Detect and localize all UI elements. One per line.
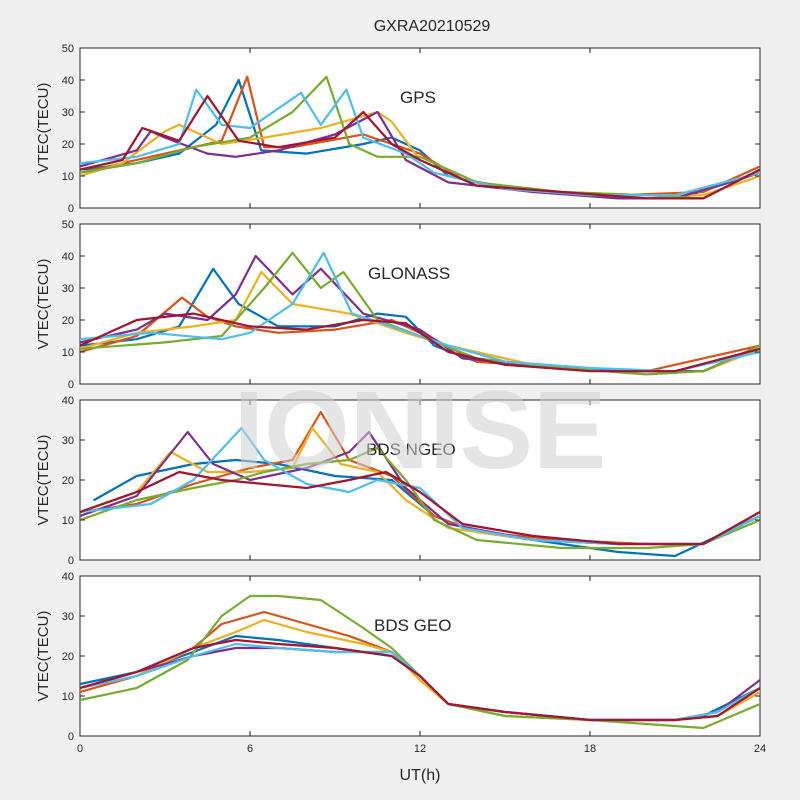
x-tick-label: 12: [414, 743, 426, 755]
watermark: IONISE: [234, 369, 607, 492]
y-tick-label: 0: [68, 203, 74, 215]
plot-area: [79, 223, 761, 385]
series-group: [80, 410, 760, 558]
y-tick-label: 10: [62, 691, 74, 703]
series-group: [80, 75, 760, 200]
x-tick-label: 0: [77, 743, 83, 755]
x-tick-label: 24: [754, 743, 766, 755]
y-axis-label: VTEC(TECU): [35, 435, 52, 526]
panel-label: BDS NGEO: [366, 440, 456, 459]
series-group: [80, 594, 760, 730]
y-tick-label: 20: [62, 315, 74, 327]
y-tick-label: 50: [62, 219, 74, 231]
y-tick-label: 0: [68, 379, 74, 391]
series-line-5: [80, 594, 760, 730]
series-line-5: [80, 251, 760, 376]
y-tick-label: 30: [62, 283, 74, 295]
panel-label: GPS: [400, 88, 436, 107]
panels: 0 10 20 30 40 50 VTEC(TECU) GPS 0 10 20 30 40 50 VTEC(…: [35, 43, 766, 755]
y-tick-label: 0: [68, 555, 74, 567]
panel-2: 0 10 20 30 40 50 VTEC(TECU) GLONASS: [35, 219, 761, 391]
panel-4: 0 10 20 30 40 0 6 12 18 24 VTEC(TECU) BDS GEO: [35, 571, 766, 755]
y-tick-label: 20: [62, 139, 74, 151]
y-tick-label: 30: [62, 611, 74, 623]
x-axis-label: UT(h): [400, 767, 441, 784]
series-group: [80, 251, 760, 376]
series-line-5: [80, 446, 760, 550]
plot-area: [79, 47, 761, 209]
y-tick-label: 0: [68, 731, 74, 743]
y-axis-label: VTEC(TECU): [35, 83, 52, 174]
figure-title: GXRA20210529: [374, 18, 491, 35]
x-tick-label: 18: [584, 743, 596, 755]
y-axis-label: VTEC(TECU): [35, 259, 52, 350]
series-line-7: [80, 312, 760, 373]
x-tick-label: 6: [247, 743, 253, 755]
y-tick-label: 40: [62, 251, 74, 263]
y-tick-label: 30: [62, 435, 74, 447]
panel-3: 0 10 20 30 40 VTEC(TECU) BDS NGEO: [35, 395, 761, 567]
y-tick-label: 40: [62, 75, 74, 87]
y-axis-label: VTEC(TECU): [35, 611, 52, 702]
series-line-7: [80, 638, 760, 722]
y-tick-label: 40: [62, 395, 74, 407]
y-tick-label: 40: [62, 571, 74, 583]
panel-label: GLONASS: [368, 264, 450, 283]
y-tick-label: 20: [62, 651, 74, 663]
y-tick-label: 10: [62, 515, 74, 527]
y-tick-label: 10: [62, 347, 74, 359]
y-tick-label: 30: [62, 107, 74, 119]
series-line-7: [80, 94, 760, 200]
panel-label: BDS GEO: [374, 616, 451, 635]
y-tick-label: 50: [62, 43, 74, 55]
series-line-7: [80, 470, 760, 546]
panel-1: 0 10 20 30 40 50 VTEC(TECU) GPS: [35, 43, 761, 215]
series-line-6: [80, 251, 760, 373]
y-tick-label: 20: [62, 475, 74, 487]
y-tick-label: 10: [62, 171, 74, 183]
